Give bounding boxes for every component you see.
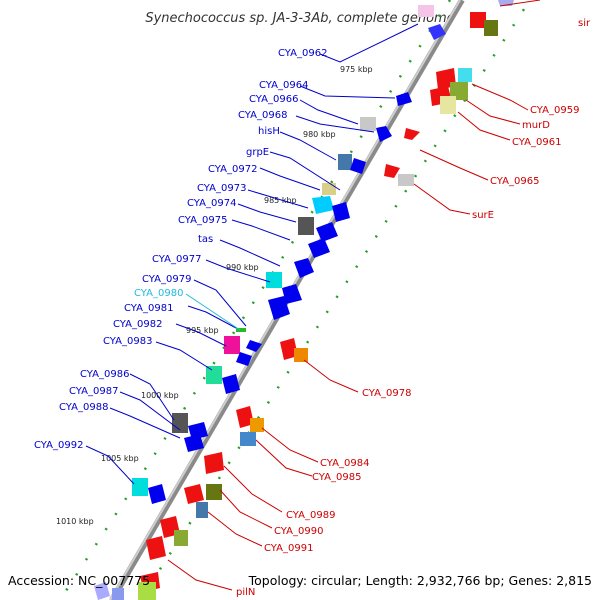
label-cya-0961[interactable]: CYA_0961	[512, 137, 561, 148]
label-cya-0964[interactable]: CYA_0964	[259, 80, 308, 91]
label-cya-0988[interactable]: CYA_0988	[59, 402, 108, 413]
label-cya-0981[interactable]: CYA_0981	[124, 303, 173, 314]
label-cya-0989[interactable]: CYA_0989	[286, 510, 335, 521]
label-cya-0965[interactable]: CYA_0965	[490, 176, 539, 187]
kbp-label-1010: 1010 kbp	[56, 517, 94, 526]
gene-cya-0981[interactable]	[236, 328, 246, 332]
minus-strand-labels: CYA_0962 CYA_0964 CYA_0966 CYA_0968 hisH…	[34, 48, 327, 451]
accession-text: Accession: NC_007775	[8, 573, 150, 588]
gene-cya-0990[interactable]	[206, 484, 222, 500]
gene-sure[interactable]	[398, 174, 414, 186]
label-piln[interactable]: pilN	[236, 587, 255, 598]
kbp-label-980: 980 kbp	[303, 130, 336, 139]
label-cya-0972[interactable]: CYA_0972	[208, 164, 257, 175]
gene-cya-0978[interactable]	[280, 338, 298, 360]
label-cya-0975[interactable]: CYA_0975	[178, 215, 227, 226]
gene-grpe[interactable]	[350, 158, 366, 174]
gene-cya-0966[interactable]	[360, 117, 376, 131]
kbp-label-985: 985 kbp	[264, 196, 297, 205]
gene-cya-0965[interactable]	[384, 164, 400, 178]
label-cya-0978[interactable]: CYA_0978	[362, 388, 411, 399]
gene-cya-0962[interactable]	[428, 24, 446, 40]
gene-cya-0968[interactable]	[376, 126, 392, 142]
gene-cya-0987[interactable]	[188, 422, 208, 440]
label-cya-0966[interactable]: CYA_0966	[249, 94, 298, 105]
gene-cya-0972[interactable]	[322, 183, 336, 195]
gene-cya-0988[interactable]	[184, 434, 204, 452]
label-cya-0985[interactable]: CYA_0985	[312, 472, 361, 483]
label-cya-0973[interactable]: CYA_0973	[197, 183, 246, 194]
label-cya-0983[interactable]: CYA_0983	[103, 336, 152, 347]
label-cya-0959[interactable]: CYA_0959	[530, 105, 579, 116]
kbp-label-995: 995 kbp	[186, 326, 219, 335]
gene-cya-0959[interactable]	[458, 68, 472, 82]
gene-cya-0991[interactable]	[196, 502, 208, 518]
kbp-label-1005: 1005 kbp	[101, 454, 139, 463]
label-cya-0982[interactable]: CYA_0982	[113, 319, 162, 330]
label-cya-0980[interactable]: CYA_0980	[134, 288, 183, 299]
label-tas[interactable]: tas	[198, 234, 213, 245]
label-cya-0979[interactable]: CYA_0979	[142, 274, 191, 285]
inner-tick-ring	[58, 0, 452, 600]
gene-cya-0961[interactable]	[440, 96, 456, 114]
gene-cya-0984[interactable]	[236, 406, 254, 428]
label-cya-0962[interactable]: CYA_0962	[278, 48, 327, 59]
gene-cya-0986[interactable]	[172, 413, 188, 433]
genome-summary-text: Topology: circular; Length: 2,932,766 bp…	[248, 573, 592, 588]
gene-cya-0985[interactable]	[240, 432, 256, 446]
plus-strand-labels: sir CYA_0959 murD CYA_0961 CYA_0965 surE…	[236, 18, 591, 598]
gene-minus-pink[interactable]	[418, 5, 434, 17]
label-cya-0968[interactable]: CYA_0968	[238, 110, 287, 121]
label-cya-0986[interactable]: CYA_0986	[80, 369, 129, 380]
plus-strand-genes	[112, 0, 514, 600]
label-cya-0977[interactable]: CYA_0977	[152, 254, 201, 265]
leader-cya-0980	[185, 293, 241, 331]
gene-cya-0989[interactable]	[204, 452, 224, 474]
label-hish[interactable]: hisH	[258, 126, 280, 137]
map-title: Synechococcus sp. JA-3-3Ab, complete gen…	[145, 11, 454, 26]
gene-cya-0992[interactable]	[132, 478, 148, 496]
minus-leader-lines	[85, 23, 419, 485]
label-sir[interactable]: sir	[578, 18, 591, 29]
minus-strand-genes	[94, 5, 446, 600]
kbp-label-975: 975 kbp	[340, 65, 373, 74]
gene-cya-0973[interactable]	[312, 196, 334, 214]
gene-sir[interactable]	[470, 12, 486, 28]
kbp-label-1000: 1000 kbp	[141, 391, 179, 400]
label-sure[interactable]: surE	[472, 210, 494, 221]
gene-hish[interactable]	[338, 154, 352, 170]
plus-leader-lines	[167, 0, 541, 591]
gene-tas[interactable]	[316, 222, 338, 242]
label-cya-0987[interactable]: CYA_0987	[69, 386, 118, 397]
gene-murd[interactable]	[450, 82, 468, 100]
gene-cya-0977[interactable]	[294, 258, 314, 278]
gene-cya-0980[interactable]	[268, 296, 290, 320]
label-cya-0974[interactable]: CYA_0974	[187, 198, 236, 209]
kbp-label-990: 990 kbp	[226, 263, 259, 272]
gene-cya-0974[interactable]	[332, 202, 350, 222]
gene-cya-0979[interactable]	[266, 272, 282, 288]
gene-cya-0982[interactable]	[224, 336, 240, 354]
label-cya-0984[interactable]: CYA_0984	[320, 458, 369, 469]
label-cya-0992[interactable]: CYA_0992	[34, 440, 83, 451]
label-grpe[interactable]: grpE	[246, 147, 269, 158]
label-murd[interactable]: murD	[522, 120, 550, 131]
label-cya-0990[interactable]: CYA_0990	[274, 526, 323, 537]
gene-cya-0964[interactable]	[396, 92, 412, 106]
gene-cya-0983[interactable]	[206, 366, 222, 384]
gene-cya-0975[interactable]	[298, 217, 314, 235]
label-cya-0991[interactable]: CYA_0991	[264, 543, 313, 554]
